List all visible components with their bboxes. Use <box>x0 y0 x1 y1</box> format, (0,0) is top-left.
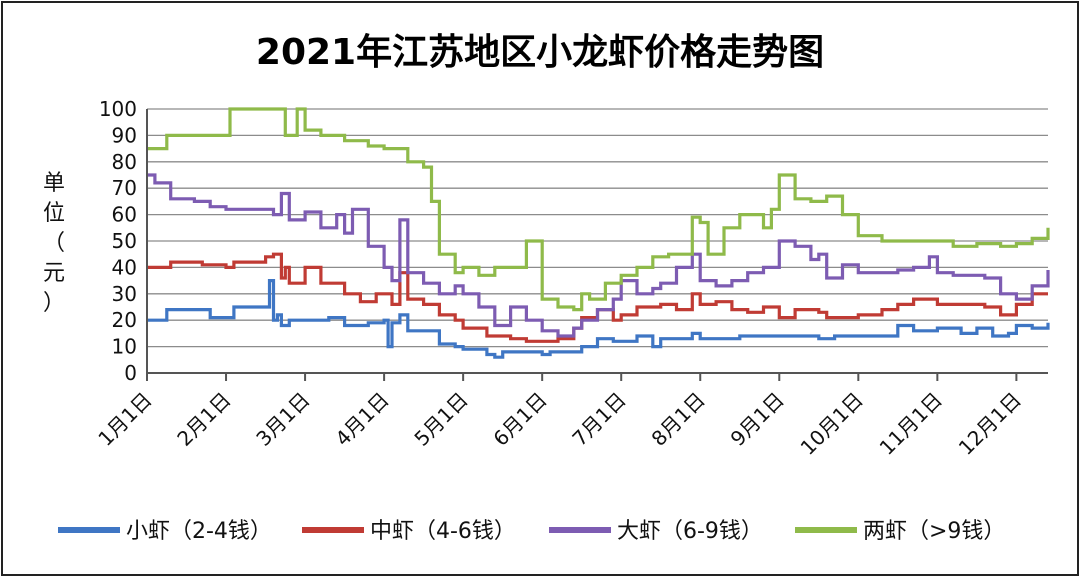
series-line-4 <box>147 107 1050 312</box>
y-axis-label-char: 元 <box>43 261 65 286</box>
y-tick-label: 60 <box>112 203 137 227</box>
legend-label-4: 两虾（>9钱） <box>863 519 1005 544</box>
y-tick-label: 80 <box>112 150 137 174</box>
legend-label-3: 大虾（6-9钱） <box>617 519 763 544</box>
y-axis-label: 单位 （ 元 ） <box>43 171 65 316</box>
legend-label-2: 中虾（4-6钱） <box>370 519 516 544</box>
series-lines <box>147 107 1050 359</box>
y-tick-label: 10 <box>112 335 137 359</box>
y-tick-label: 40 <box>112 255 137 279</box>
legend-label-1: 小虾（2-4钱） <box>126 519 272 544</box>
y-tick-label: 50 <box>112 229 137 253</box>
y-tick-label: 0 <box>124 361 137 385</box>
chart-title: 2021年江苏地区小龙虾价格走势图 <box>256 32 824 73</box>
y-axis-label-char: ） <box>43 291 65 316</box>
y-axis-label-char: 单 <box>43 171 65 196</box>
y-axis-label-char: （ <box>43 231 65 256</box>
y-tick-label: 70 <box>112 176 137 200</box>
series-line-3 <box>147 173 1050 338</box>
y-tick-label: 90 <box>112 123 137 147</box>
y-tick-label: 100 <box>99 97 137 121</box>
y-axis-label-char: 位 <box>43 201 65 226</box>
series-line-2 <box>147 252 1048 343</box>
y-tick-label: 30 <box>112 282 137 306</box>
series-line-1 <box>147 279 1050 359</box>
y-tick-label: 20 <box>112 308 137 332</box>
legend: 小虾（2-4钱） 中虾（4-6钱） 大虾（6-9钱） 两虾（>9钱） <box>58 519 1005 544</box>
